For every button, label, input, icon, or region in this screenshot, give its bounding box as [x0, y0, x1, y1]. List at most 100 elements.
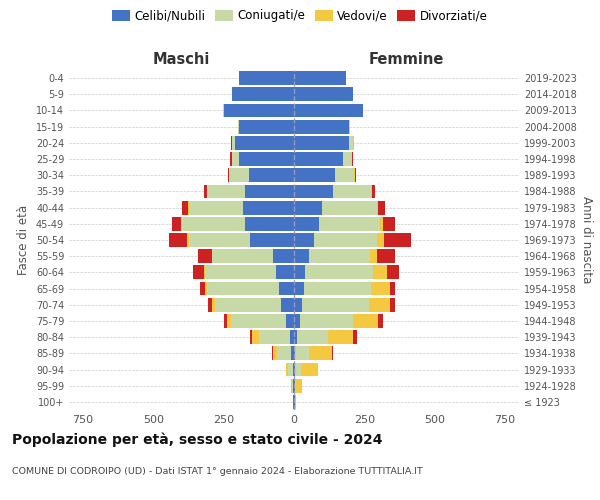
Bar — [349, 136, 353, 149]
Bar — [353, 314, 379, 328]
Bar — [294, 152, 343, 166]
Bar — [200, 282, 205, 296]
Bar — [208, 298, 212, 312]
Bar — [294, 379, 295, 392]
Bar — [294, 233, 314, 247]
Bar — [259, 330, 290, 344]
Bar — [197, 250, 212, 263]
Bar — [310, 250, 370, 263]
Bar — [294, 200, 322, 214]
Bar — [172, 217, 181, 230]
Bar — [250, 330, 252, 344]
Bar — [239, 120, 294, 134]
Bar — [294, 88, 353, 101]
Bar — [224, 104, 294, 118]
Bar — [294, 282, 304, 296]
Bar — [379, 314, 383, 328]
Bar — [181, 217, 182, 230]
Y-axis label: Fasce di età: Fasce di età — [17, 205, 30, 275]
Bar — [182, 217, 245, 230]
Bar — [227, 314, 231, 328]
Bar — [389, 298, 395, 312]
Bar — [370, 250, 377, 263]
Bar — [238, 120, 239, 134]
Bar — [182, 200, 188, 214]
Bar — [302, 298, 368, 312]
Bar — [224, 314, 227, 328]
Bar — [389, 282, 395, 296]
Bar — [294, 250, 310, 263]
Bar — [244, 200, 294, 214]
Bar — [293, 379, 294, 392]
Bar — [383, 217, 395, 230]
Bar — [294, 314, 299, 328]
Bar — [278, 282, 294, 296]
Bar — [281, 298, 294, 312]
Bar — [187, 233, 188, 247]
Bar — [296, 379, 302, 392]
Bar — [289, 362, 293, 376]
Bar — [294, 217, 319, 230]
Bar — [231, 314, 286, 328]
Bar — [293, 362, 294, 376]
Bar — [193, 266, 204, 280]
Bar — [310, 346, 332, 360]
Bar — [291, 346, 294, 360]
Bar — [205, 266, 276, 280]
Bar — [301, 362, 318, 376]
Bar — [294, 184, 334, 198]
Bar — [232, 136, 235, 149]
Bar — [212, 250, 273, 263]
Bar — [334, 184, 371, 198]
Bar — [377, 233, 384, 247]
Bar — [273, 346, 277, 360]
Bar — [232, 152, 239, 166]
Bar — [228, 168, 229, 182]
Bar — [377, 250, 395, 263]
Bar — [319, 217, 380, 230]
Bar — [355, 168, 356, 182]
Bar — [368, 298, 389, 312]
Bar — [387, 266, 400, 280]
Bar — [277, 346, 291, 360]
Bar — [294, 266, 305, 280]
Bar — [295, 346, 310, 360]
Bar — [286, 362, 289, 376]
Text: Femmine: Femmine — [369, 52, 444, 68]
Bar — [295, 379, 296, 392]
Bar — [232, 88, 294, 101]
Bar — [304, 282, 371, 296]
Bar — [294, 362, 295, 376]
Bar — [294, 136, 349, 149]
Bar — [252, 330, 259, 344]
Bar — [379, 200, 385, 214]
Bar — [353, 330, 357, 344]
Bar — [372, 184, 375, 198]
Bar — [204, 266, 205, 280]
Bar — [314, 233, 377, 247]
Bar — [294, 104, 363, 118]
Bar — [271, 346, 273, 360]
Bar — [295, 395, 296, 409]
Bar — [371, 282, 389, 296]
Bar — [292, 379, 293, 392]
Bar — [235, 136, 294, 149]
Bar — [384, 233, 411, 247]
Bar — [204, 184, 207, 198]
Bar — [294, 330, 297, 344]
Bar — [332, 346, 334, 360]
Text: Maschi: Maschi — [153, 52, 210, 68]
Bar — [373, 266, 387, 280]
Bar — [305, 266, 373, 280]
Bar — [377, 200, 379, 214]
Bar — [349, 120, 350, 134]
Bar — [169, 233, 187, 247]
Bar — [276, 266, 294, 280]
Bar — [290, 330, 294, 344]
Bar — [249, 168, 294, 182]
Bar — [230, 152, 232, 166]
Bar — [229, 168, 249, 182]
Bar — [239, 71, 294, 85]
Bar — [380, 217, 383, 230]
Legend: Celibi/Nubili, Coniugati/e, Vedovi/e, Divorziati/e: Celibi/Nubili, Coniugati/e, Vedovi/e, Di… — [109, 6, 491, 26]
